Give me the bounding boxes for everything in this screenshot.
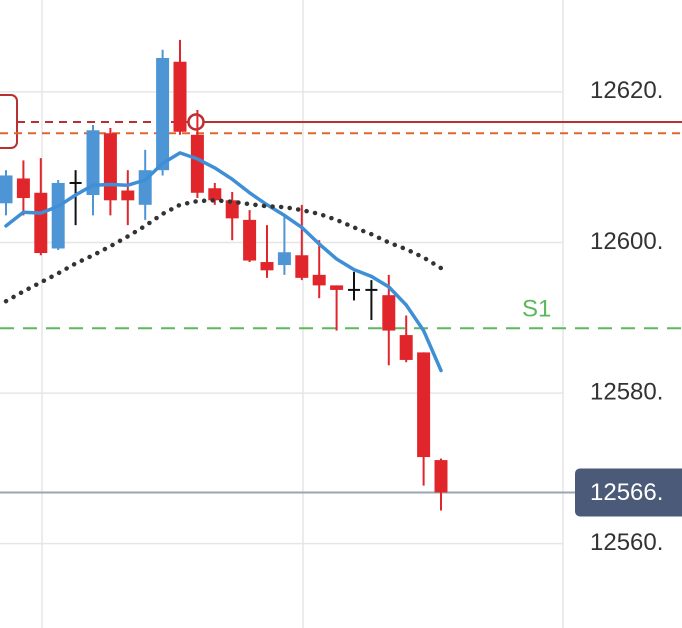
order-marker (187, 113, 205, 131)
candle-body (86, 130, 100, 196)
candle-body (434, 460, 448, 493)
candle-body (225, 200, 239, 219)
y-tick-label: 12560. (590, 529, 663, 556)
candle-body (190, 134, 204, 193)
candle-body (103, 133, 117, 201)
candle-body (34, 192, 48, 254)
candle-body (382, 295, 396, 331)
candle-body (16, 178, 30, 199)
candle-body (399, 335, 413, 360)
y-tick-label: 12580. (590, 378, 663, 405)
y-tick-label: 12620. (590, 77, 663, 104)
candle-body (173, 61, 187, 132)
candle-body (277, 252, 291, 266)
level-label: S1 (522, 296, 551, 323)
candle-body (243, 219, 257, 261)
candle-body (208, 188, 222, 201)
candle-body (330, 285, 344, 290)
candle-body (156, 57, 170, 171)
candle-body (121, 190, 135, 201)
last-price-tag (575, 468, 682, 517)
slow-average-line (3, 198, 444, 304)
last-price-label: 12566. (590, 479, 663, 506)
candle-body (295, 255, 309, 278)
candle-body (51, 182, 65, 249)
y-tick-label: 12600. (590, 228, 663, 255)
candle-body (260, 262, 274, 271)
order-tag (0, 94, 18, 149)
candle-body (0, 175, 13, 204)
candle-body (312, 274, 326, 286)
fast-average-line (4, 151, 443, 373)
candle-body (417, 352, 431, 458)
